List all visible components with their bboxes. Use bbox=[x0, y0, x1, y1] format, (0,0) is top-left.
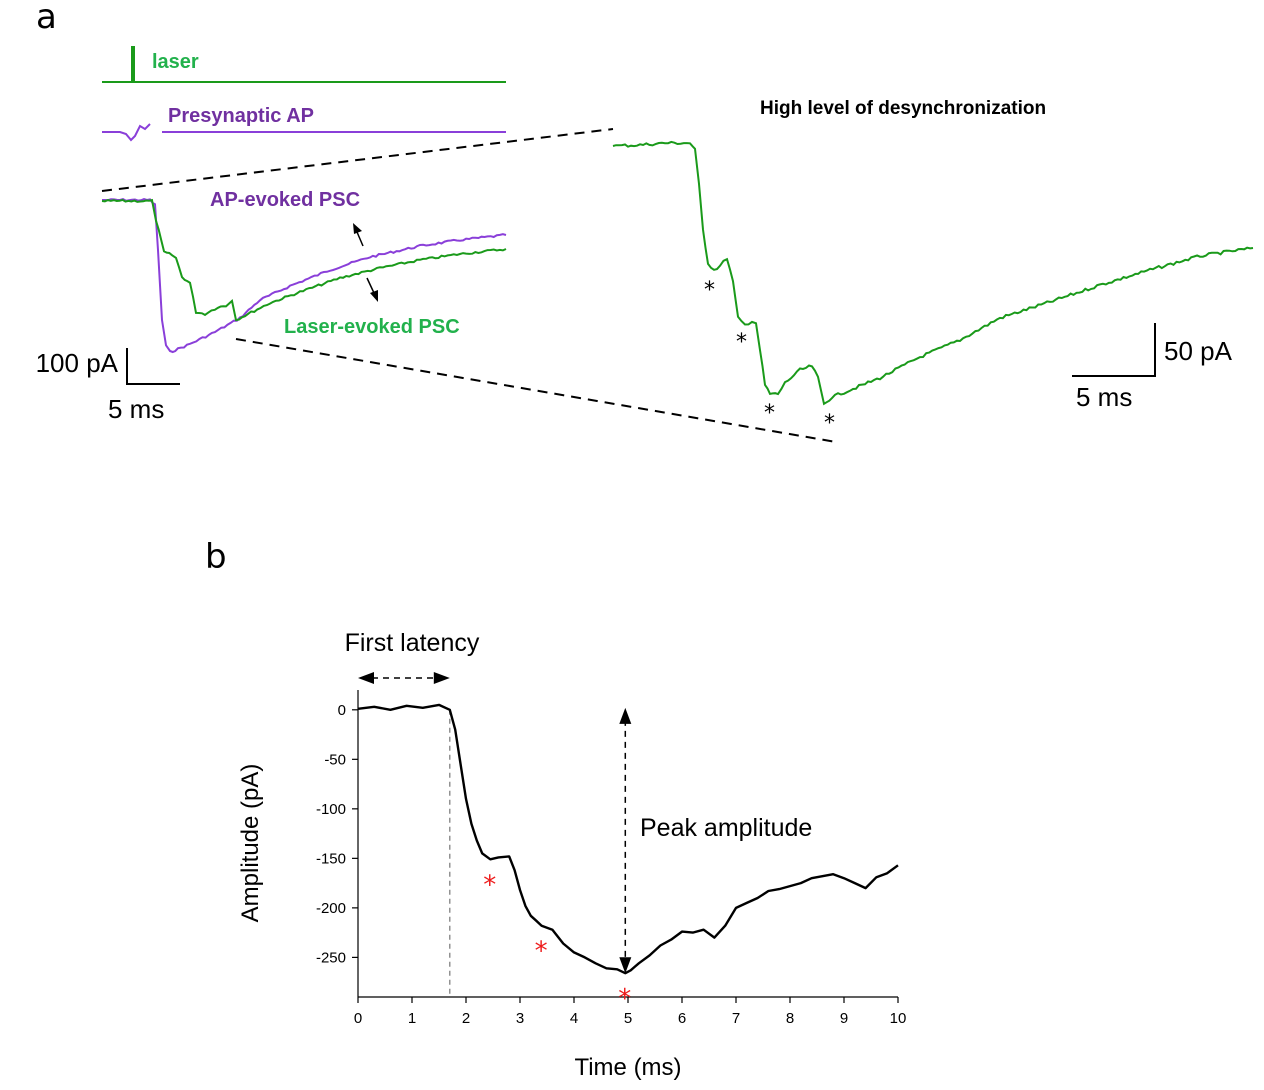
event-marker-star: * bbox=[483, 870, 496, 900]
x-tick-label: 7 bbox=[732, 1010, 740, 1027]
y-tick-label: -150 bbox=[316, 850, 346, 867]
left-scale-time-label: 5 ms bbox=[108, 394, 164, 424]
presynaptic-ap-trace bbox=[102, 123, 506, 142]
first-latency-arrow bbox=[358, 672, 450, 684]
panel-a: a laser Presynaptic AP AP-evoked PSC Las… bbox=[36, 0, 1254, 443]
panel-a-label: a bbox=[36, 0, 57, 37]
event-marker: * bbox=[764, 401, 775, 426]
event-markers: * * * bbox=[483, 870, 631, 1014]
y-tick-label: -250 bbox=[316, 949, 346, 966]
panel-b: b 0 1 2 3 4 5 6 7 8 9 10 0 -50 -100 -150 -200 -250 Time… bbox=[205, 537, 906, 1081]
event-marker: * bbox=[824, 411, 835, 436]
laser-evoked-psc-label: Laser-evoked PSC bbox=[284, 316, 460, 338]
x-tick-label: 2 bbox=[462, 1010, 470, 1027]
right-scale-bar: 50 pA 5 ms bbox=[1072, 323, 1233, 412]
x-axis-ticks: 0 1 2 3 4 5 6 7 8 9 10 bbox=[354, 997, 907, 1027]
peak-amplitude-label: Peak amplitude bbox=[640, 814, 812, 842]
x-tick-label: 10 bbox=[890, 1010, 907, 1027]
x-axis-title: Time (ms) bbox=[574, 1054, 681, 1081]
event-marker: * bbox=[704, 278, 715, 303]
amplitude-series-line bbox=[357, 703, 899, 975]
ap-evoked-psc-label: AP-evoked PSC bbox=[210, 189, 360, 211]
x-tick-label: 1 bbox=[408, 1010, 416, 1027]
first-latency-label: First latency bbox=[345, 629, 480, 657]
panel-b-label: b bbox=[205, 537, 227, 577]
left-scale-bar: 100 pA 5 ms bbox=[36, 348, 180, 424]
x-tick-label: 6 bbox=[678, 1010, 686, 1027]
x-tick-label: 4 bbox=[570, 1010, 578, 1027]
laser-label: laser bbox=[152, 51, 199, 73]
x-tick-label: 0 bbox=[354, 1010, 362, 1027]
left-scale-amplitude-label: 100 pA bbox=[36, 348, 119, 378]
psc-arrows bbox=[353, 223, 378, 302]
x-tick-label: 9 bbox=[840, 1010, 848, 1027]
event-marker: * bbox=[736, 330, 747, 355]
right-scale-time-label: 5 ms bbox=[1076, 382, 1132, 412]
y-tick-label: 0 bbox=[338, 702, 346, 719]
laser-evoked-psc-trace bbox=[101, 198, 507, 322]
peak-amplitude-arrow bbox=[619, 707, 632, 974]
ap-evoked-psc-trace bbox=[102, 198, 507, 354]
x-tick-label: 3 bbox=[516, 1010, 524, 1027]
desynchronized-psc-trace bbox=[612, 140, 1254, 406]
event-marker-star: * bbox=[618, 984, 631, 1014]
presynaptic-ap-label: Presynaptic AP bbox=[168, 105, 314, 127]
y-axis-ticks: 0 -50 -100 -150 -200 -250 bbox=[316, 702, 358, 966]
desynchronization-title: High level of desynchronization bbox=[760, 98, 1046, 119]
y-axis-title: Amplitude (pA) bbox=[237, 764, 264, 923]
y-tick-label: -50 bbox=[324, 751, 346, 768]
x-tick-label: 8 bbox=[786, 1010, 794, 1027]
y-tick-label: -100 bbox=[316, 801, 346, 818]
laser-stimulus-trace bbox=[102, 46, 506, 83]
right-scale-amplitude-label: 50 pA bbox=[1164, 336, 1233, 366]
event-marker-star: * bbox=[535, 937, 548, 967]
zoom-line-top bbox=[101, 128, 614, 192]
x-tick-label: 5 bbox=[624, 1010, 632, 1027]
y-tick-label: -200 bbox=[316, 900, 346, 917]
